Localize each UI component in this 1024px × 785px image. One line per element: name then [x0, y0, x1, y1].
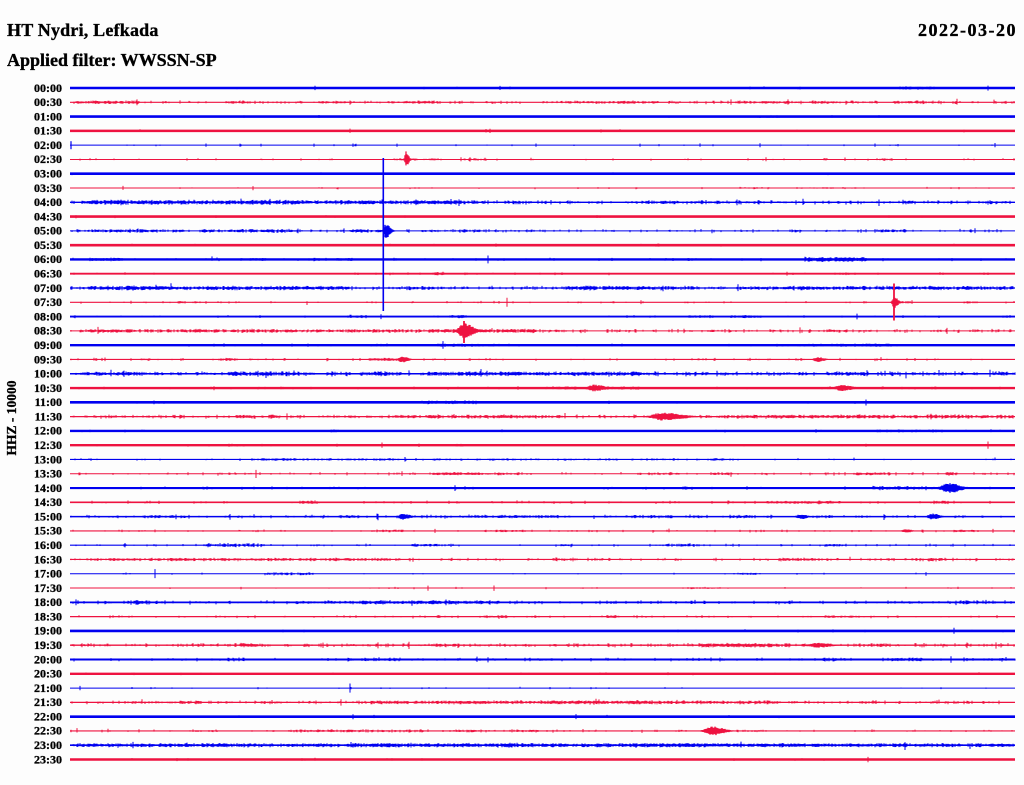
svg-text:15:00: 15:00 [34, 509, 62, 523]
svg-text:06:00: 06:00 [34, 252, 62, 266]
svg-text:03:00: 03:00 [34, 167, 62, 181]
svg-text:HT Nydri, Lefkada: HT Nydri, Lefkada [7, 20, 159, 40]
svg-text:10:00: 10:00 [34, 367, 62, 381]
svg-text:22:30: 22:30 [34, 724, 62, 738]
svg-text:23:30: 23:30 [34, 752, 62, 766]
svg-text:17:00: 17:00 [34, 567, 62, 581]
svg-text:02:30: 02:30 [34, 152, 62, 166]
svg-text:14:00: 14:00 [34, 481, 62, 495]
svg-text:21:00: 21:00 [34, 681, 62, 695]
svg-text:14:30: 14:30 [34, 495, 62, 509]
svg-text:Applied filter: WWSSN-SP: Applied filter: WWSSN-SP [7, 50, 217, 70]
svg-text:19:00: 19:00 [34, 624, 62, 638]
svg-text:13:30: 13:30 [34, 467, 62, 481]
svg-text:09:00: 09:00 [34, 338, 62, 352]
svg-text:20:00: 20:00 [34, 652, 62, 666]
svg-text:17:30: 17:30 [34, 581, 62, 595]
svg-text:07:00: 07:00 [34, 281, 62, 295]
svg-text:16:30: 16:30 [34, 552, 62, 566]
svg-text:10:30: 10:30 [34, 381, 62, 395]
svg-text:13:00: 13:00 [34, 452, 62, 466]
svg-text:12:00: 12:00 [34, 424, 62, 438]
svg-text:16:00: 16:00 [34, 538, 62, 552]
svg-text:07:30: 07:30 [34, 295, 62, 309]
svg-text:20:30: 20:30 [34, 667, 62, 681]
svg-text:11:00: 11:00 [35, 395, 62, 409]
svg-text:22:00: 22:00 [34, 709, 62, 723]
svg-text:21:30: 21:30 [34, 695, 62, 709]
svg-text:19:30: 19:30 [34, 638, 62, 652]
svg-text:2022-03-20: 2022-03-20 [918, 20, 1017, 40]
svg-text:18:00: 18:00 [34, 595, 62, 609]
svg-text:00:00: 00:00 [34, 81, 62, 95]
svg-text:08:00: 08:00 [34, 309, 62, 323]
svg-text:01:00: 01:00 [34, 109, 62, 123]
svg-text:02:00: 02:00 [34, 138, 62, 152]
svg-text:15:30: 15:30 [34, 524, 62, 538]
svg-text:11:30: 11:30 [35, 409, 62, 423]
svg-text:01:30: 01:30 [34, 124, 62, 138]
svg-text:23:00: 23:00 [34, 738, 62, 752]
svg-text:05:30: 05:30 [34, 238, 62, 252]
svg-text:HHZ - 10000: HHZ - 10000 [4, 380, 19, 455]
svg-text:03:30: 03:30 [34, 181, 62, 195]
svg-text:18:30: 18:30 [34, 609, 62, 623]
svg-text:12:30: 12:30 [34, 438, 62, 452]
svg-text:04:00: 04:00 [34, 195, 62, 209]
svg-text:05:00: 05:00 [34, 224, 62, 238]
svg-text:09:30: 09:30 [34, 352, 62, 366]
svg-text:04:30: 04:30 [34, 209, 62, 223]
svg-text:06:30: 06:30 [34, 267, 62, 281]
svg-text:00:30: 00:30 [34, 95, 62, 109]
svg-text:08:30: 08:30 [34, 324, 62, 338]
